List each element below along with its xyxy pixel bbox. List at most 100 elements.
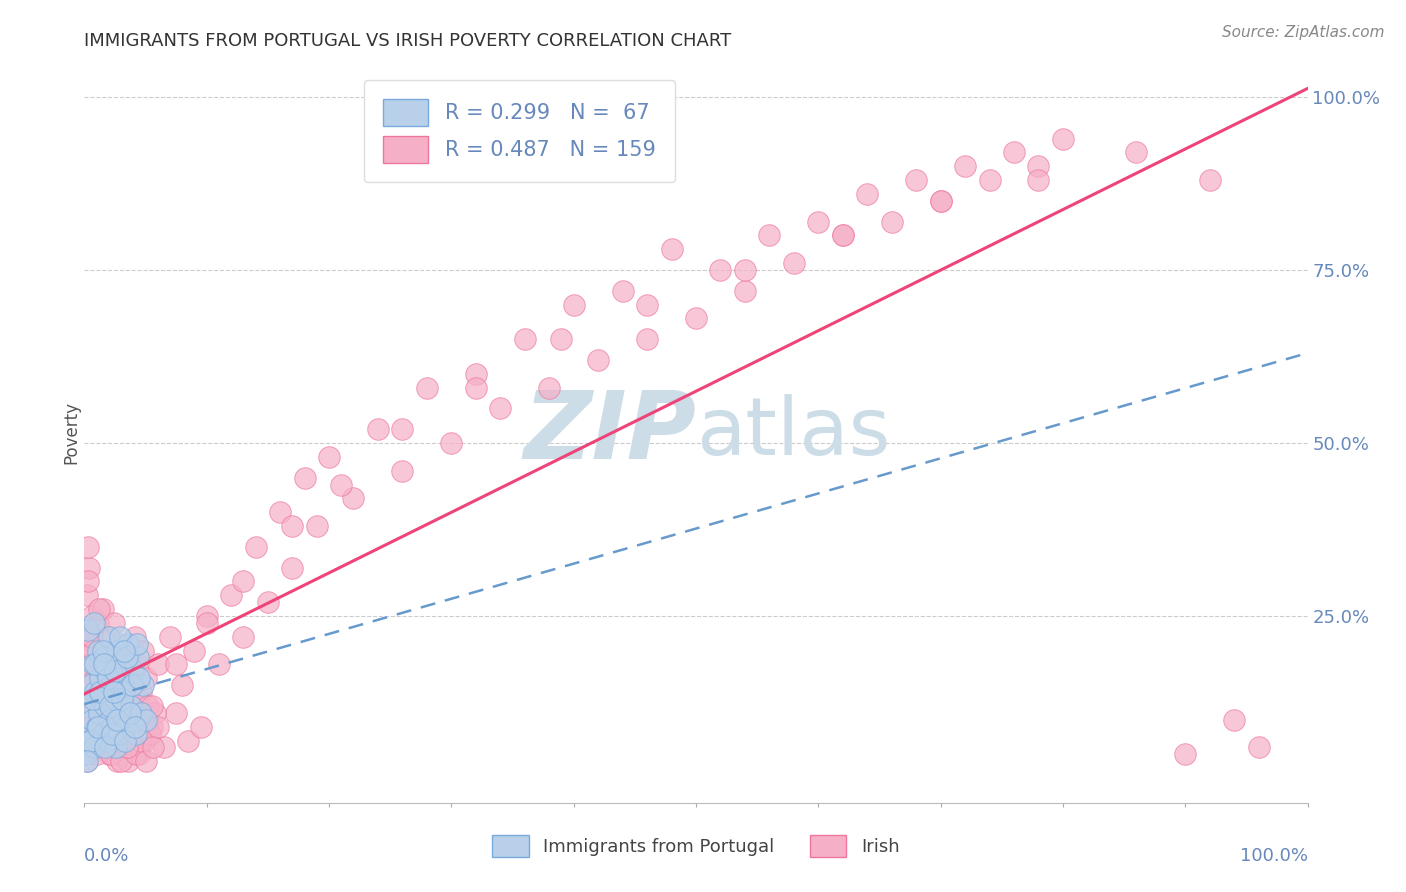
Point [177, 733, 200, 747]
Point [538, 381, 561, 395]
Point [97, 671, 120, 685]
Point [831, 228, 853, 243]
Point [165, 706, 187, 720]
Point [100, 650, 122, 665]
Point [108, 720, 131, 734]
Point [146, 720, 169, 734]
Point [87, 720, 110, 734]
Point [294, 470, 316, 484]
Point [183, 643, 205, 657]
Point [84, 671, 107, 685]
Point [76, 754, 98, 768]
Point [93, 657, 115, 672]
Point [135, 754, 157, 768]
Point [195, 609, 218, 624]
Point [125, 698, 148, 713]
Point [783, 256, 806, 270]
Point [281, 519, 304, 533]
Point [143, 706, 166, 720]
Point [114, 733, 136, 747]
Point [685, 311, 707, 326]
Point [110, 706, 132, 720]
Point [76, 588, 98, 602]
Point [91, 602, 114, 616]
Point [159, 630, 181, 644]
Point [281, 560, 304, 574]
Point [103, 615, 125, 630]
Point [131, 713, 153, 727]
Point [103, 685, 125, 699]
Point [612, 284, 634, 298]
Point [1002, 145, 1025, 160]
Point [107, 637, 129, 651]
Point [122, 720, 145, 734]
Point [97, 706, 120, 720]
Point [127, 657, 149, 672]
Point [107, 726, 129, 740]
Point [79, 678, 101, 692]
Legend: Immigrants from Portugal, Irish: Immigrants from Portugal, Irish [482, 824, 910, 868]
Point [75, 747, 97, 762]
Point [76, 754, 98, 768]
Point [86, 747, 108, 762]
Point [82, 643, 104, 657]
Point [77, 720, 100, 734]
Point [120, 713, 142, 727]
Point [105, 665, 128, 679]
Point [105, 754, 128, 768]
Point [232, 574, 254, 589]
Point [120, 706, 142, 720]
Point [586, 353, 609, 368]
Point [80, 630, 103, 644]
Point [134, 733, 156, 747]
Point [89, 685, 111, 699]
Point [93, 650, 115, 665]
Point [139, 726, 162, 740]
Point [82, 713, 104, 727]
Point [87, 602, 110, 616]
Point [77, 657, 100, 672]
Point [79, 733, 101, 747]
Text: Source: ZipAtlas.com: Source: ZipAtlas.com [1222, 25, 1385, 40]
Point [105, 740, 128, 755]
Point [142, 740, 165, 755]
Point [124, 630, 146, 644]
Point [104, 706, 127, 720]
Point [979, 173, 1001, 187]
Point [77, 698, 100, 713]
Point [117, 754, 139, 768]
Point [128, 671, 150, 685]
Point [129, 685, 152, 699]
Point [136, 698, 159, 713]
Point [87, 706, 110, 720]
Point [219, 588, 242, 602]
Point [1125, 145, 1147, 160]
Text: 0.0%: 0.0% [84, 847, 129, 865]
Point [115, 650, 138, 665]
Point [96, 726, 118, 740]
Point [391, 422, 413, 436]
Point [905, 173, 928, 187]
Point [115, 720, 138, 734]
Text: IMMIGRANTS FROM PORTUGAL VS IRISH POVERTY CORRELATION CHART: IMMIGRANTS FROM PORTUGAL VS IRISH POVERT… [84, 32, 731, 50]
Point [94, 698, 117, 713]
Point [80, 713, 103, 727]
Point [84, 726, 107, 740]
Point [1174, 747, 1197, 762]
Text: ZIP: ZIP [523, 386, 696, 479]
Point [125, 726, 148, 740]
Point [122, 665, 145, 679]
Point [257, 595, 280, 609]
Point [953, 159, 976, 173]
Point [86, 720, 108, 734]
Point [1052, 131, 1074, 145]
Point [77, 560, 100, 574]
Point [117, 740, 139, 755]
Point [101, 726, 124, 740]
Point [91, 726, 114, 740]
Point [132, 713, 155, 727]
Point [120, 698, 142, 713]
Text: atlas: atlas [696, 393, 890, 472]
Point [135, 671, 157, 685]
Point [76, 726, 98, 740]
